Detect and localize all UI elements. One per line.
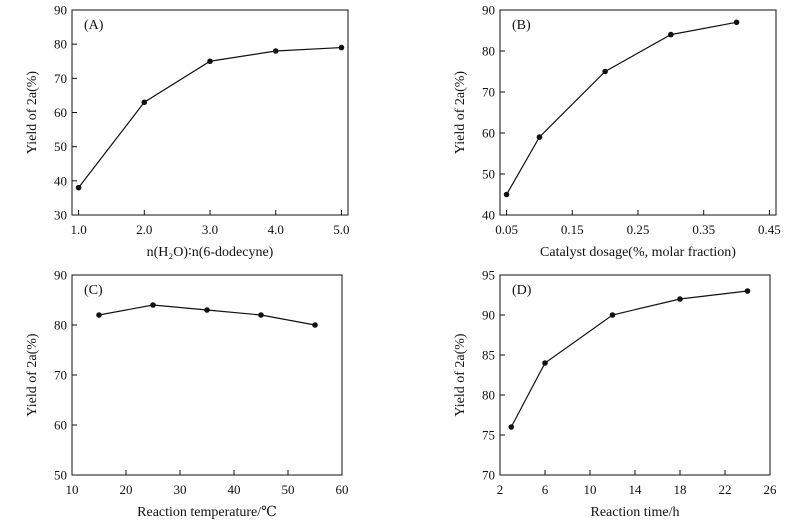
data-point [207,58,213,65]
y-tick-label: 40 [54,173,67,188]
y-axis-label: Yield of 2a(%) [25,333,40,417]
panel-label: (A) [84,18,104,33]
y-tick-label: 90 [54,3,67,18]
y-tick-label: 60 [482,126,495,141]
data-point [744,288,751,294]
y-tick-label: 90 [482,308,495,323]
panel-label: (D) [512,283,532,298]
series-line [506,21,737,195]
y-axis-label: Yield of 2a(%) [453,71,468,155]
y-axis-label: Yield of 2a(%) [25,71,40,155]
data-point [75,184,82,191]
y-tick-label: 80 [54,318,67,333]
data-point [338,44,345,51]
plot-frame [499,274,771,476]
y-tick-label: 60 [54,418,67,433]
data-point [508,424,515,430]
x-tick-label: 0.35 [692,222,715,237]
chart-panel-b: (B) 0.05 0.15 0.25 0.35 0.45 40 50 60 70 80 90 Catal… [453,3,781,261]
y-tick-label: 40 [482,208,495,223]
x-tick-label: 3.0 [202,222,218,237]
data-point [609,312,616,318]
x-axis-label: Reaction time/h [590,505,679,520]
y-tick-label: 90 [482,3,495,18]
panel-label: (C) [84,283,103,298]
y-tick-label: 70 [54,368,67,383]
x-tick-label: 4.0 [268,222,284,237]
y-tick-label: 75 [482,428,495,443]
data-point [677,296,683,302]
x-tick-label: 50 [282,482,295,497]
y-tick-label: 80 [54,37,67,52]
data-point [258,312,264,318]
x-axis-label: n(H₂O)∶n(6-dodecyne) [147,245,274,260]
x-tick-label: 0.05 [495,222,518,237]
data-point [536,134,543,140]
data-point [204,307,210,313]
y-tick-label: 80 [482,388,495,403]
x-tick-label: 5.0 [333,222,349,237]
data-point [272,48,279,54]
y-tick-label: 70 [54,71,67,86]
y-tick-label: 50 [482,167,495,182]
data-point [312,322,318,328]
x-tick-label: 20 [120,482,133,497]
x-tick-label: 10 [584,482,597,497]
x-tick-label: 60 [336,482,349,497]
chart-panel-a: (A) 1.0 2.0 3.0 4.0 5.0 30 40 50 60 70 80 90 n(H₂O)∶n… [25,3,350,261]
plot-frame [71,274,343,476]
data-point [668,31,674,38]
x-axis-label: Reaction temperature/℃ [137,505,277,520]
panel-label: (B) [512,18,531,33]
y-tick-label: 95 [482,268,495,283]
y-tick-label: 70 [482,85,495,100]
x-tick-label: 14 [629,482,643,497]
y-axis-label: Yield of 2a(%) [453,333,468,417]
y-tick-label: 85 [482,348,495,363]
data-point [602,68,608,75]
data-point [141,99,148,106]
series-line [510,290,748,428]
x-tick-label: 0.25 [627,222,650,237]
y-tick-label: 80 [482,44,495,59]
x-axis-label: Catalyst dosage(%, molar fraction) [540,245,736,260]
x-tick-label: 18 [674,482,687,497]
x-tick-label: 6 [542,482,549,497]
x-tick-label: 10 [66,482,79,497]
x-tick-label: 0.15 [561,222,584,237]
data-point [96,312,102,318]
plot-frame [71,9,349,216]
x-tick-label: 0.45 [758,222,781,237]
data-point [542,360,548,366]
y-tick-label: 30 [54,208,67,223]
x-tick-label: 2 [497,482,504,497]
y-tick-label: 70 [482,468,495,483]
y-tick-label: 50 [54,139,67,154]
y-tick-label: 90 [54,268,67,283]
x-tick-label: 22 [719,482,732,497]
chart-panel-c: (C) 10 20 30 40 50 60 50 60 70 80 90 Reaction temper… [25,268,349,521]
x-tick-label: 30 [174,482,187,497]
plot-frame [499,9,777,216]
x-tick-label: 1.0 [70,222,86,237]
data-point [733,19,740,26]
series-line [78,46,342,189]
y-tick-label: 50 [54,468,67,483]
y-tick-label: 60 [54,105,67,120]
data-point [503,191,510,198]
x-tick-label: 26 [764,482,778,497]
x-tick-label: 2.0 [136,222,152,237]
x-tick-label: 40 [228,482,241,497]
data-point [150,302,156,308]
